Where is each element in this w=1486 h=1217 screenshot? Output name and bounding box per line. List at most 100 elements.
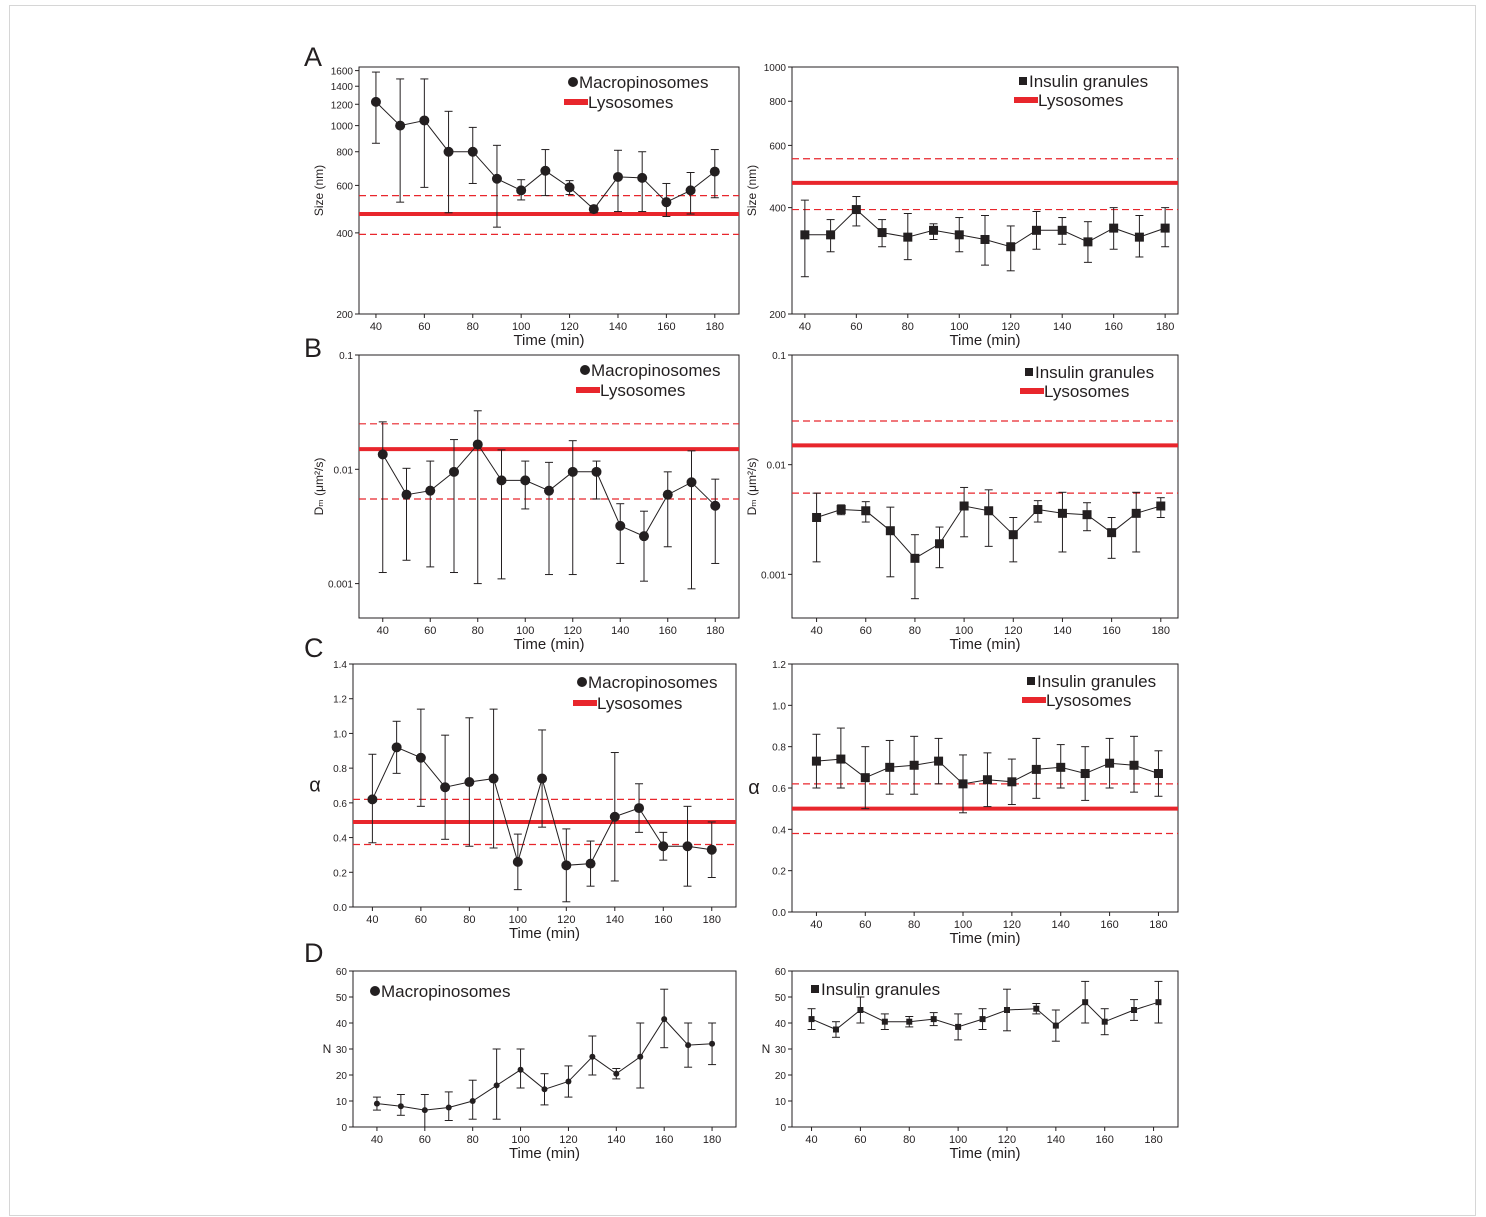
x-axis-label: Time (min) — [509, 1145, 580, 1162]
plot-frame — [358, 66, 740, 315]
x-tick-label: 180 — [706, 625, 724, 637]
legend-label: Insulin granules — [1029, 72, 1148, 91]
panel-letter-d: D — [304, 938, 324, 968]
data-point — [685, 185, 696, 196]
x-tick-label: 180 — [1152, 625, 1170, 637]
x-tick-label: 60 — [860, 625, 872, 637]
y-tick-label: 1.0 — [772, 701, 786, 712]
x-tick-label: 80 — [909, 625, 921, 637]
x-tick-label: 160 — [655, 1134, 673, 1146]
x-tick-label: 120 — [559, 1134, 577, 1146]
x-tick-label: 100 — [949, 1134, 967, 1146]
data-point — [1056, 762, 1066, 772]
x-axis-label: Time (min) — [949, 636, 1020, 653]
plot-frame — [352, 663, 737, 908]
legend-marker-circle — [568, 77, 578, 87]
data-point — [877, 228, 887, 238]
data-point — [1134, 232, 1144, 242]
x-tick-label: 40 — [371, 1134, 383, 1146]
y-tick-label: 0.01 — [767, 461, 787, 472]
data-point — [464, 777, 475, 788]
chart-a-right: 40 60 80 100 120 140 160 180 Time (min) 200 400 600… — [745, 63, 1179, 349]
x-tick-label: 40 — [810, 919, 822, 931]
data-point — [836, 505, 846, 515]
y-tick-label: 0.2 — [772, 867, 786, 878]
data-point — [449, 466, 459, 477]
x-tick-label: 180 — [1156, 321, 1174, 333]
data-point — [373, 1100, 380, 1107]
data-point — [903, 232, 913, 242]
data-point — [910, 553, 920, 563]
data-point — [811, 756, 821, 766]
data-point — [1057, 508, 1067, 518]
data-point — [488, 773, 499, 784]
y-tick-label: 0 — [341, 1123, 347, 1134]
legend-label: Insulin granules — [821, 980, 940, 999]
data-point — [493, 1082, 500, 1089]
data-point — [440, 782, 451, 793]
data-point — [857, 1007, 864, 1013]
chart-c-left: 40 60 80 100 120 140 160 180 Time (min) 0.0 0.2 0.4… — [309, 660, 737, 942]
data-point — [589, 1053, 596, 1060]
y-tick-label: 40 — [775, 1019, 787, 1030]
legend-marker-square — [1025, 368, 1033, 376]
y-tick-label: 1400 — [331, 82, 354, 93]
y-tick-label: 1200 — [331, 100, 354, 111]
x-tick-label: 60 — [415, 914, 427, 926]
y-axis-label: α — [748, 777, 760, 799]
data-point — [885, 762, 895, 772]
x-tick-label: 60 — [859, 919, 871, 931]
x-axis-label: Time (min) — [513, 636, 584, 653]
y-tick-label: 0.01 — [334, 465, 354, 476]
data-point — [367, 794, 378, 805]
x-tick-label: 40 — [377, 625, 389, 637]
data-point — [1006, 242, 1016, 252]
data-point — [1003, 1007, 1010, 1013]
y-tick-label: 0.4 — [772, 825, 786, 836]
x-tick-label: 140 — [609, 321, 627, 333]
y-tick-label: 0.001 — [328, 580, 353, 591]
y-tick-label: 600 — [336, 181, 353, 192]
data-point — [1153, 769, 1163, 779]
legend-label: Macropinosomes — [579, 73, 708, 92]
data-point — [585, 858, 596, 869]
y-tick-label: 400 — [336, 229, 353, 240]
legend-label: Lysosomes — [1038, 91, 1123, 110]
data-point — [906, 1018, 913, 1025]
x-tick-label: 60 — [850, 321, 862, 333]
y-tick-label: 0 — [780, 1123, 786, 1134]
data-point — [929, 225, 939, 235]
x-tick-label: 180 — [703, 1134, 721, 1146]
y-tick-label: 0.1 — [339, 351, 353, 362]
y-tick-label: 10 — [775, 1097, 787, 1108]
legend-label: Lysosomes — [1044, 382, 1129, 401]
data-point — [469, 1098, 476, 1104]
y-axis-label: α — [309, 775, 321, 797]
x-tick-label: 160 — [659, 625, 677, 637]
data-point — [472, 439, 483, 450]
y-axis-label: Dₘ (μm²/s) — [745, 458, 759, 516]
legend-marker-lysosome — [1022, 697, 1046, 703]
data-point — [812, 512, 822, 522]
y-tick-label: 600 — [769, 141, 786, 152]
x-tick-label: 80 — [908, 919, 920, 931]
data-point — [443, 146, 454, 157]
data-point — [658, 841, 669, 852]
panel-letter-a: A — [304, 42, 322, 72]
x-tick-label: 160 — [1102, 625, 1120, 637]
data-point — [1082, 999, 1089, 1006]
x-tick-label: 40 — [370, 321, 382, 333]
y-tick-label: 60 — [336, 967, 348, 978]
data-point — [706, 844, 717, 855]
x-axis-label: Time (min) — [509, 925, 580, 942]
data-point — [958, 779, 968, 789]
data-point — [1080, 769, 1090, 779]
data-point — [979, 1016, 986, 1023]
data-point — [930, 1016, 937, 1023]
x-tick-label: 180 — [703, 914, 721, 926]
y-tick-label: 1600 — [331, 67, 354, 78]
data-point — [377, 449, 388, 460]
data-point — [909, 760, 919, 770]
data-point — [662, 489, 673, 500]
